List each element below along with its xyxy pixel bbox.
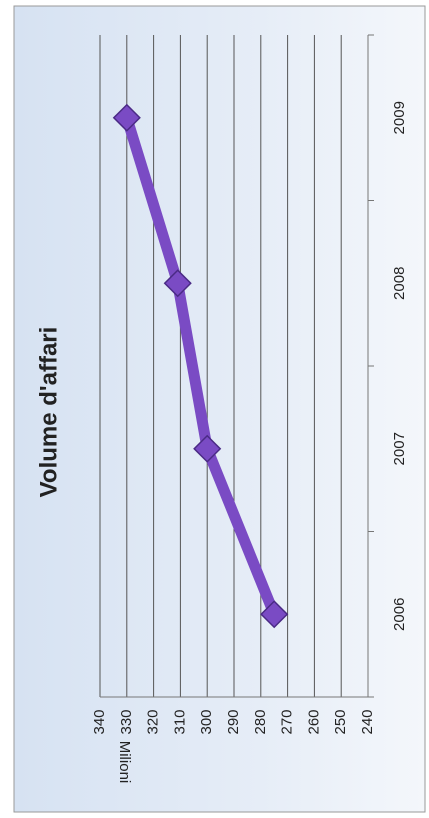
chart-title: Volume d'affari [35,327,62,498]
data-point [112,103,141,132]
chart-background [13,5,426,813]
y-tick-label: 300 [198,709,215,734]
y-tick-label: 270 [279,709,296,734]
y-tick-label: 260 [305,709,322,734]
x-tick-label: 2006 [391,598,408,631]
y-tick-label: 320 [145,709,162,734]
y-tick-label: 280 [252,709,269,734]
series-line [121,116,280,617]
data-point [193,434,222,463]
y-tick-label: 240 [359,709,376,734]
y-tick-label: 340 [91,709,108,734]
y-tick-label: 330 [118,709,135,734]
y-tick-label: 250 [332,709,349,734]
x-tick-label: 2007 [391,432,408,465]
data-point [260,600,289,629]
x-tick-label: 2009 [391,101,408,134]
y-axis-label: Milioni [116,741,133,784]
y-tick-label: 310 [171,709,188,734]
data-point [163,269,192,298]
x-tick-label: 2008 [391,267,408,300]
y-tick-label: 290 [225,709,242,734]
